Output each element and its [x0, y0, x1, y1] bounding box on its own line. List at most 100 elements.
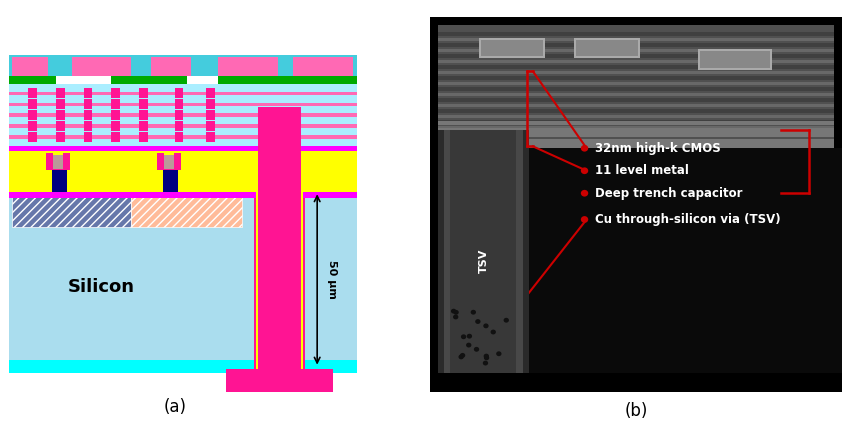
Bar — [56, 76, 111, 84]
Bar — [438, 144, 834, 145]
Bar — [226, 369, 333, 392]
Circle shape — [466, 343, 471, 348]
Circle shape — [475, 319, 481, 324]
Bar — [438, 87, 834, 91]
Circle shape — [453, 314, 459, 320]
Bar — [218, 57, 277, 76]
Bar — [9, 146, 357, 151]
Bar — [71, 57, 131, 76]
Bar — [174, 153, 180, 169]
Bar — [438, 146, 834, 147]
Bar — [438, 145, 834, 146]
Bar — [139, 132, 148, 142]
Bar — [482, 40, 543, 56]
Bar — [9, 113, 357, 117]
Bar — [438, 143, 834, 144]
Bar — [174, 88, 184, 98]
Bar — [438, 126, 834, 127]
Bar — [131, 197, 242, 227]
Bar — [9, 103, 357, 106]
Bar — [163, 155, 178, 192]
Circle shape — [581, 190, 588, 197]
Bar — [576, 40, 638, 56]
Bar — [9, 117, 357, 124]
Bar — [438, 60, 834, 63]
Bar — [139, 88, 148, 98]
Bar — [28, 121, 37, 131]
Text: (b): (b) — [625, 402, 648, 420]
Bar — [111, 99, 120, 109]
Bar — [438, 82, 834, 85]
Bar — [9, 124, 357, 128]
Bar — [438, 130, 834, 131]
Bar — [438, 129, 834, 130]
Bar — [438, 104, 834, 107]
Bar — [83, 132, 93, 142]
Bar — [438, 126, 834, 130]
Bar — [9, 135, 357, 138]
Bar — [438, 128, 834, 129]
Circle shape — [459, 354, 464, 360]
Bar — [207, 110, 215, 120]
Bar — [28, 132, 37, 142]
Text: 32nm high-k CMOS: 32nm high-k CMOS — [595, 142, 721, 155]
Bar — [438, 133, 834, 134]
Bar — [438, 49, 834, 52]
Bar — [207, 88, 215, 98]
Circle shape — [581, 167, 588, 174]
Bar — [174, 132, 184, 142]
Bar — [83, 121, 93, 131]
Bar — [438, 76, 834, 80]
Bar — [54, 155, 63, 169]
Circle shape — [483, 323, 488, 328]
Bar — [450, 130, 517, 373]
Bar — [528, 148, 851, 373]
Text: Cu through-silicon via (TSV): Cu through-silicon via (TSV) — [595, 213, 780, 226]
Bar — [438, 32, 834, 36]
Text: (a): (a) — [163, 398, 186, 416]
Bar — [254, 107, 306, 392]
Bar — [56, 132, 65, 142]
Bar — [9, 360, 357, 373]
Circle shape — [483, 361, 488, 366]
Bar — [56, 121, 65, 131]
Bar — [438, 140, 834, 141]
Bar — [256, 107, 303, 392]
Bar — [63, 153, 70, 169]
Bar — [56, 88, 65, 98]
Bar — [164, 155, 174, 169]
Bar — [438, 122, 834, 123]
Bar — [9, 76, 357, 84]
Bar — [207, 121, 215, 131]
Bar — [479, 37, 545, 58]
Bar — [28, 110, 37, 120]
Circle shape — [484, 355, 489, 360]
Bar — [111, 88, 120, 98]
Bar — [174, 99, 184, 109]
Circle shape — [483, 354, 489, 359]
Bar — [111, 110, 120, 120]
Bar — [438, 147, 834, 148]
Bar — [9, 106, 357, 113]
Bar — [9, 167, 357, 373]
Bar — [28, 99, 37, 109]
Text: 5μm: 5μm — [266, 120, 293, 130]
Bar — [207, 99, 215, 109]
Circle shape — [474, 347, 479, 352]
Bar — [698, 49, 773, 69]
Bar — [111, 132, 120, 142]
Text: 50 μm: 50 μm — [327, 260, 337, 299]
Bar — [438, 131, 834, 132]
Bar — [157, 153, 164, 169]
Circle shape — [451, 309, 456, 314]
Bar — [438, 71, 834, 75]
Bar — [83, 99, 93, 109]
Bar — [83, 110, 93, 120]
Circle shape — [471, 310, 476, 315]
Bar — [174, 110, 184, 120]
Bar — [56, 110, 65, 120]
Bar — [13, 57, 48, 76]
Bar — [9, 84, 357, 92]
Bar — [438, 109, 834, 113]
Bar — [174, 121, 184, 131]
